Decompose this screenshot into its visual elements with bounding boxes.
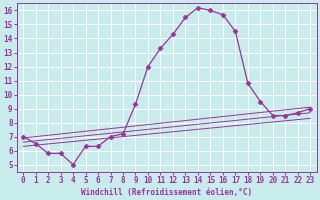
- X-axis label: Windchill (Refroidissement éolien,°C): Windchill (Refroidissement éolien,°C): [81, 188, 252, 197]
